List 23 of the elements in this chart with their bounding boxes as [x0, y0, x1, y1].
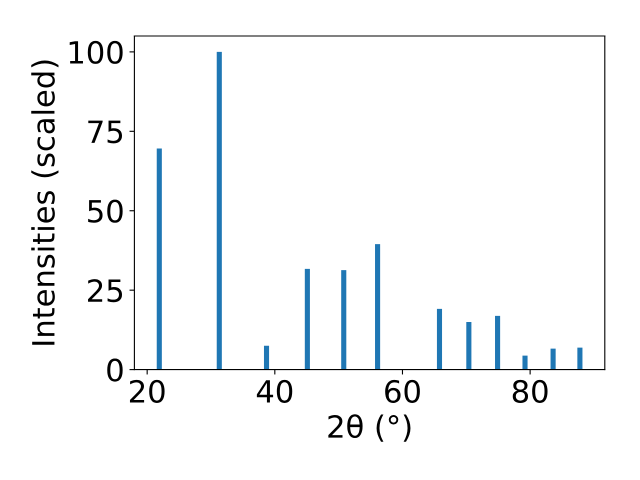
y-tick-label: 25: [88, 279, 122, 302]
bar: [341, 270, 346, 370]
y-axis-title: Intensities (scaled): [31, 60, 58, 345]
y-tick-label: 0: [107, 358, 123, 382]
bar: [550, 348, 556, 370]
bar: [466, 322, 472, 370]
x-axis-title: 2θ (°): [328, 414, 410, 442]
y-tick-label: 50: [88, 200, 123, 223]
bar: [375, 244, 380, 370]
bar: [436, 308, 442, 370]
bar: [264, 346, 270, 370]
x-tick-label: 80: [512, 380, 548, 403]
bar: [304, 268, 310, 370]
bar: [495, 316, 500, 370]
x-tick-label: 20: [130, 380, 165, 403]
x-tick-label: 60: [385, 380, 420, 403]
bar: [577, 348, 582, 370]
y-tick-label: 100: [70, 40, 123, 64]
x-tick-label: 40: [256, 380, 292, 403]
bar: [156, 148, 162, 370]
bar: [216, 52, 222, 370]
bar: [522, 356, 528, 370]
y-tick-label: 75: [88, 120, 122, 144]
